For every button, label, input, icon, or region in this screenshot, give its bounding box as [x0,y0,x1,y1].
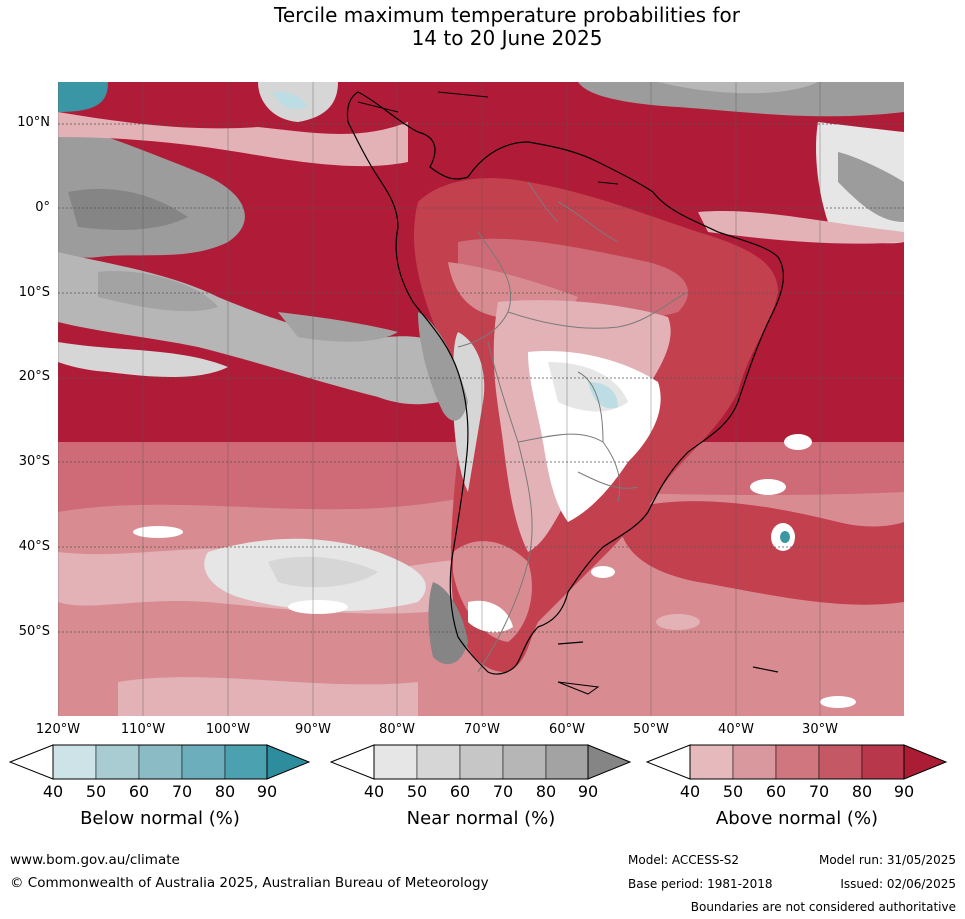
lat-label-30s: 30°S [18,454,50,469]
lon-label-80w: 80°W [379,722,415,737]
near-tick-80: 80 [535,782,557,801]
above-tick-50: 50 [722,782,744,801]
map-canvas [58,82,904,716]
title-line-1: Tercile maximum temperature probabilitie… [274,3,740,27]
lon-label-120w: 120°W [35,722,81,737]
lon-label-60w: 60°W [549,722,585,737]
lat-label-20s: 20°S [18,369,50,384]
title-line-2: 14 to 20 June 2025 [411,26,603,50]
boundaries-disclaimer: Boundaries are not considered authoritat… [690,900,956,914]
near-tick-60: 60 [449,782,471,801]
near-normal-title: Near normal (%) [406,808,556,829]
lon-label-50w: 50°W [633,722,669,737]
below-tick-80: 80 [214,782,236,801]
above-tick-70: 70 [808,782,830,801]
above-tick-90: 90 [893,782,915,801]
colorbar-below-normal [9,744,311,780]
probability-map [58,82,904,716]
lat-label-10n: 10°N [17,115,50,130]
base-period: Base period: 1981-2018 [628,877,773,891]
above-tick-60: 60 [765,782,787,801]
below-tick-50: 50 [85,782,107,801]
website-link[interactable]: www.bom.gov.au/climate [10,852,180,868]
near-tick-50: 50 [406,782,428,801]
near-tick-70: 70 [492,782,514,801]
above-tick-40: 40 [679,782,701,801]
country-borders [457,181,689,673]
above-normal-title: Above normal (%) [715,808,879,829]
lon-label-70w: 70°W [464,722,500,737]
lon-label-30w: 30°W [802,722,838,737]
lat-label-50s: 50°S [18,624,50,639]
graticule [58,123,904,633]
below-tick-40: 40 [42,782,64,801]
near-tick-90: 90 [577,782,599,801]
below-tick-70: 70 [171,782,193,801]
copyright-text: © Commonwealth of Australia 2025, Austra… [10,875,489,891]
lon-label-90w: 90°W [295,722,331,737]
below-tick-60: 60 [128,782,150,801]
south-america-coastline [346,91,785,675]
lat-label-40s: 40°S [18,539,50,554]
model-name: Model: ACCESS-S2 [628,853,740,867]
lat-label-10s: 10°S [18,285,50,300]
model-run-date: Model run: 31/05/2025 [818,853,956,867]
colorbar-above-normal [646,744,948,780]
colorbar-near-normal [330,744,632,780]
lon-label-40w: 40°W [718,722,754,737]
issued-date: Issued: 02/06/2025 [840,877,956,891]
above-tick-80: 80 [851,782,873,801]
below-tick-90: 90 [256,782,278,801]
lon-label-110w: 110°W [120,722,166,737]
near-tick-40: 40 [363,782,385,801]
lon-label-100w: 100°W [205,722,251,737]
lat-label-0: 0° [35,200,50,215]
map-title: Tercile maximum temperature probabilitie… [0,4,965,50]
below-normal-title: Below normal (%) [80,808,240,829]
